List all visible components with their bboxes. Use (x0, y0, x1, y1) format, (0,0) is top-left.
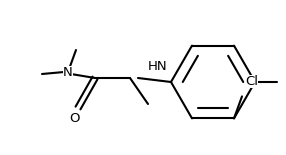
Text: HN: HN (148, 60, 168, 73)
Text: O: O (70, 113, 80, 126)
Text: Cl: Cl (245, 75, 258, 88)
Text: N: N (63, 66, 73, 78)
